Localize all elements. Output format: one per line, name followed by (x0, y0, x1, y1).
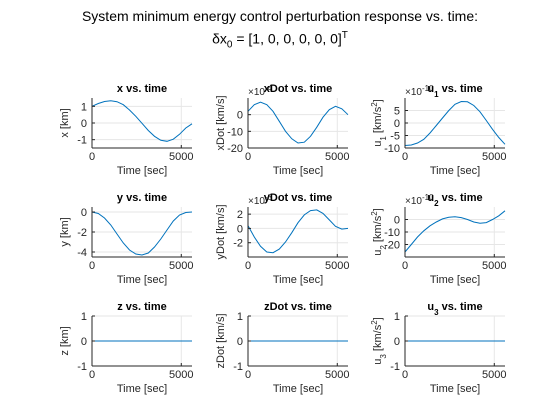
x-axis-label: Time [sec] (430, 383, 480, 395)
y-tick-label: 1 (237, 311, 243, 323)
y-tick-label: 2 (237, 209, 243, 221)
x-tick-label: 0 (245, 151, 251, 163)
x-tick-label: 5000 (482, 369, 506, 381)
y-tick-label: 1 (81, 311, 87, 323)
y-tick-label: 0 (237, 223, 243, 235)
y-tick-label: 0 (81, 336, 87, 348)
x-axis-label: Time [sec] (273, 383, 323, 395)
x-tick-label: 0 (89, 260, 95, 272)
figure-title-delta: δx (212, 30, 227, 47)
y-axis-label: u3 [km/s2] (370, 317, 388, 364)
x-tick-label: 5000 (169, 151, 193, 163)
y-axis-label: u1 [km/s2] (370, 99, 388, 146)
x-tick-label: 5000 (482, 151, 506, 163)
y-tick-label: 1 (81, 101, 87, 113)
y-tick-label: -2 (233, 238, 243, 250)
y-tick-label: 5 (394, 106, 400, 118)
y-tick-label: 0 (81, 118, 87, 130)
y-tick-label: 0 (394, 336, 400, 348)
y-tick-label: -5 (390, 131, 400, 143)
y-tick-label: 0 (237, 110, 243, 122)
x-tick-label: 5000 (325, 260, 349, 272)
x-axis-label: Time [sec] (430, 165, 480, 177)
x-tick-label: 5000 (169, 260, 193, 272)
x-axis-label: Time [sec] (117, 165, 167, 177)
data-line (91, 211, 193, 256)
figure-title-vector: = [1, 0, 0, 0, 0, 0] (232, 30, 342, 47)
x-axis-label: Time [sec] (430, 274, 480, 286)
y-axis-label: yDot [km/s] (215, 204, 227, 259)
subplot-title: z vs. time (117, 301, 167, 313)
y-tick-label: -20 (227, 143, 243, 155)
x-tick-label: 5000 (325, 369, 349, 381)
subplot-title: yDot vs. time (264, 192, 332, 204)
y-axis-label: u2 [km/s2] (370, 208, 388, 255)
y-tick-label: 0 (237, 336, 243, 348)
y-tick-label: 0 (394, 118, 400, 130)
y-tick-label: 0 (81, 207, 87, 219)
x-tick-label: 0 (245, 260, 251, 272)
subplot-title: u1 vs. time (427, 83, 482, 99)
x-tick-label: 5000 (325, 151, 349, 163)
subplot-title: xDot vs. time (264, 83, 332, 95)
x-axis-label: Time [sec] (273, 274, 323, 286)
figure-title-subscript: 0 (226, 39, 233, 51)
y-tick-label: -1 (233, 361, 243, 373)
y-axis-label: z [km] (59, 326, 71, 355)
x-tick-label: 0 (402, 369, 408, 381)
x-tick-label: 0 (89, 151, 95, 163)
x-axis-label: Time [sec] (117, 383, 167, 395)
figure-title-superscript: T (341, 30, 348, 41)
subplot-title: y vs. time (117, 192, 167, 204)
data-line (404, 100, 506, 146)
x-axis-label: Time [sec] (273, 165, 323, 177)
subplot-title: u3 vs. time (427, 301, 482, 317)
data-line (247, 209, 349, 254)
y-tick-label: -1 (390, 361, 400, 373)
y-tick-label: -4 (77, 247, 87, 259)
figure-title-line2: δx0 = [1, 0, 0, 0, 0, 0]T (0, 30, 560, 50)
y-axis-label: x [km] (59, 108, 71, 137)
x-tick-label: 0 (402, 260, 408, 272)
data-line (247, 101, 349, 144)
y-axis-label: zDot [km/s] (215, 313, 227, 368)
x-tick-label: 0 (89, 369, 95, 381)
x-tick-label: 0 (402, 151, 408, 163)
subplot-title: u2 vs. time (427, 192, 482, 208)
x-tick-label: 5000 (482, 260, 506, 272)
y-tick-label: -10 (227, 126, 243, 138)
y-tick-label: -1 (77, 361, 87, 373)
y-tick-label: -10 (384, 227, 400, 239)
subplot-4: 0 5000 -4 -2 0 Time [sec] y [km] y vs. time (59, 192, 194, 286)
y-axis-label: y [km] (59, 217, 71, 246)
y-tick-label: -2 (77, 227, 87, 239)
x-tick-label: 0 (245, 369, 251, 381)
y-tick-label: -10 (384, 143, 400, 155)
x-tick-label: 5000 (169, 369, 193, 381)
subplot-title: x vs. time (117, 83, 167, 95)
y-tick-label: -20 (384, 240, 400, 252)
y-tick-label: 1 (394, 311, 400, 323)
y-tick-label: -1 (77, 135, 87, 147)
y-tick-label: 0 (394, 215, 400, 227)
subplot-title: zDot vs. time (264, 301, 332, 313)
data-line (404, 210, 506, 253)
y-axis-label: xDot [km/s] (215, 95, 227, 150)
data-line (91, 100, 193, 142)
x-axis-label: Time [sec] (117, 274, 167, 286)
figure-title-line1: System minimum energy control perturbati… (81, 8, 479, 24)
